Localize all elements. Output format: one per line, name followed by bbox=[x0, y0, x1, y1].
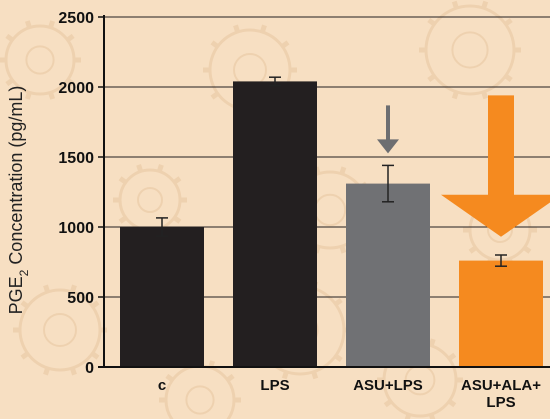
axes bbox=[98, 15, 550, 368]
x-category-label: ASU+ALA+ bbox=[461, 377, 541, 394]
x-category-label: c bbox=[158, 377, 166, 394]
y-tick-label: 500 bbox=[67, 290, 94, 307]
y-tick-label: 0 bbox=[85, 360, 94, 377]
error-bar bbox=[156, 217, 168, 237]
error-bar bbox=[382, 164, 394, 203]
bars bbox=[120, 81, 543, 368]
gear-icon bbox=[0, 20, 81, 100]
down-arrow-head bbox=[377, 139, 399, 154]
error-bar bbox=[495, 254, 507, 267]
y-tick-label: 2000 bbox=[58, 80, 94, 97]
x-category-label: LPS bbox=[486, 394, 515, 411]
gear-icon bbox=[113, 164, 187, 236]
bar bbox=[233, 81, 317, 368]
bar bbox=[459, 260, 543, 367]
x-category-labels: c LPS ASU+LPS ASU+ALA+LPS bbox=[158, 377, 541, 411]
y-tick-labels: 0 500 1000 1500 2000 2500 bbox=[58, 10, 94, 377]
gear-icon bbox=[13, 284, 107, 376]
y-tick-label: 2500 bbox=[58, 10, 94, 27]
error-bars bbox=[156, 76, 507, 267]
y-axis-title: PGE2 Concentration (pg/mL) bbox=[6, 86, 31, 315]
gear-icon bbox=[419, 0, 521, 100]
x-category-label: ASU+LPS bbox=[353, 377, 423, 394]
gear-icon bbox=[159, 360, 241, 419]
error-bar bbox=[269, 76, 281, 87]
y-tick-label: 1500 bbox=[58, 150, 94, 167]
annotation-arrows bbox=[377, 95, 550, 237]
y-tick-label: 1000 bbox=[58, 220, 94, 237]
bar bbox=[120, 227, 204, 367]
bar bbox=[346, 183, 430, 367]
x-category-label: LPS bbox=[260, 377, 289, 394]
down-arrow-icon bbox=[441, 95, 550, 237]
